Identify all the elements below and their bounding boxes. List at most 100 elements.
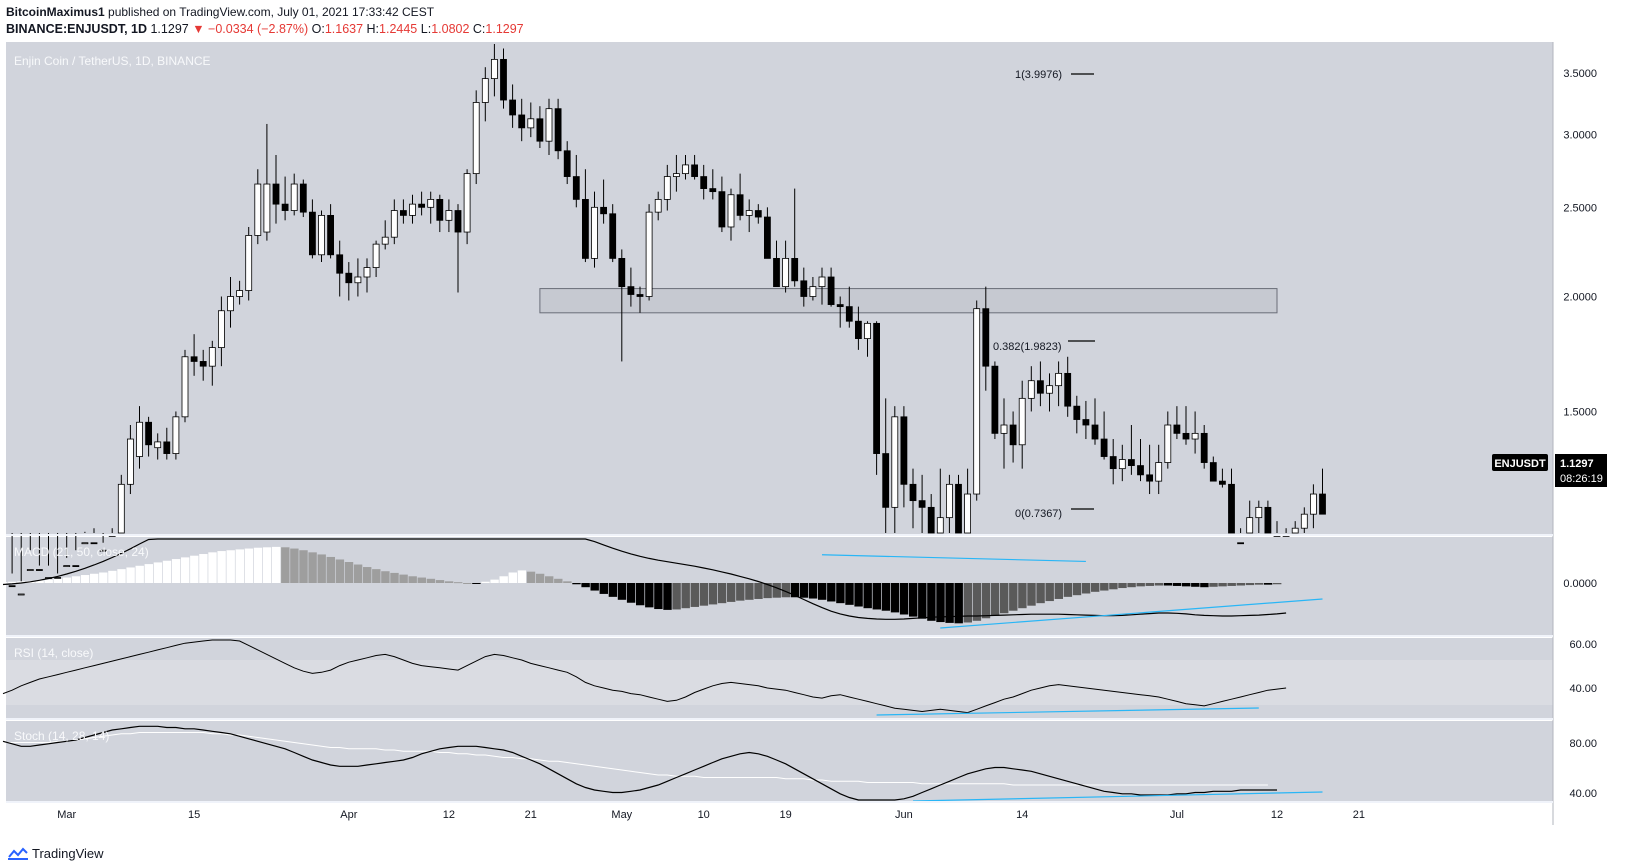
candle-down [1091,424,1099,440]
macd-histogram-bar [608,583,618,597]
x-tick-label: 19 [779,809,791,821]
candle-down [982,308,990,367]
macd-histogram-bar [572,583,581,585]
macd-histogram-bar [399,574,408,583]
macd-histogram-bar [972,583,982,621]
last-price-value: 1.1297 [1560,458,1594,470]
rsi-band [6,660,1553,705]
y-tick-label: 3.5000 [1563,68,1597,80]
macd-histogram-bar [526,571,536,583]
support-trendline [821,554,1086,563]
time-axis-background[interactable] [6,803,1553,825]
candle-up [1018,397,1026,446]
macd-histogram-bar [1045,583,1054,602]
candle-down [90,542,98,545]
macd-histogram-bar [890,583,900,613]
candle-up [81,542,89,545]
stoch-tick-label: 40.00 [1569,788,1597,800]
macd-histogram-bar [244,548,254,583]
stoch-divergence-trendline [912,791,1323,802]
candle-up [227,296,234,312]
candle-down [418,203,426,208]
candle-up [99,549,107,552]
publisher-name[interactable]: BitcoinMaximus1 [6,5,105,19]
macd-plot: 0.0000 [0,538,1597,629]
candle-up [127,438,134,485]
macd-histogram-bar [35,580,44,583]
x-tick-label: Jun [895,809,913,821]
macd-histogram-bar [181,557,190,583]
macd-histogram-bar [517,570,527,583]
rsi-tick-label: 60.00 [1569,639,1597,651]
candle-up [891,416,899,508]
y-tick-label: 2.5000 [1563,202,1597,214]
low-value: 1.0802 [431,22,470,36]
candle-down [1009,424,1017,446]
last-value: 1.1297 [150,22,189,36]
macd-histogram-bar [408,576,417,583]
macd-histogram-bar [590,583,599,591]
candle-down [299,183,307,213]
macd-histogram-bar [126,567,135,583]
candle-up [1246,517,1254,534]
candle-up [217,310,225,348]
macd-divergence-trendline [940,598,1323,629]
candle-up [172,416,180,454]
macd-histogram-bar [80,575,90,583]
macd-histogram-bar [945,583,954,623]
candle-up [409,203,416,216]
tradingview-logo-icon[interactable] [8,847,28,860]
brand-label[interactable]: TradingView [32,846,104,861]
candle-up [181,356,189,418]
macd-histogram-bar [535,573,545,583]
last-price-badge[interactable]: ENJUSDT 1.1297 08:26:19 [1492,454,1607,487]
candle-down [518,114,526,129]
candle-up [1000,424,1008,434]
candle-up [472,102,480,175]
candle-down [927,506,935,534]
candle-up [63,565,71,567]
candle-up [946,483,953,519]
macd-histogram-bar [435,580,445,583]
candle-up [354,276,362,284]
candle-up [591,206,598,259]
candle-down [736,194,744,216]
candle-up [290,183,298,211]
candles[interactable] [8,44,1326,596]
candle-down [1219,480,1226,485]
candle-down [36,569,43,571]
macd-histogram-bar [1182,583,1191,587]
macd-histogram-bar [899,583,909,615]
macd-histogram-bar [344,562,354,583]
candle-up [245,235,253,291]
open-label: O: [311,22,325,36]
macd-histogram-bar [335,559,345,583]
candle-up [964,493,971,534]
x-tick-label: 14 [1016,809,1028,821]
candle-up [936,517,944,534]
fib-bottom-label: 0(0.7367) [1015,508,1062,520]
macd-histogram-bar [1227,583,1236,586]
macd-histogram-bar [799,583,809,598]
macd-histogram-bar [1063,583,1073,597]
x-tick-label: 12 [443,809,455,821]
candle-down [54,577,61,579]
macd-histogram-bar [308,552,317,583]
macd-histogram-bar [1191,583,1200,587]
candle-down [1237,542,1244,545]
macd-histogram-bar [808,583,818,599]
macd-histogram-bar [90,573,99,583]
candle-down [145,421,153,446]
macd-histogram-bar [208,552,217,583]
candle-up [463,173,471,233]
macd-histogram-bar [563,581,572,583]
candle-up [682,164,689,175]
macd-histogram-bar [554,578,563,583]
macd-histogram-bar [909,583,918,617]
x-tick-label: Jul [1170,809,1184,821]
macd-histogram-bar [353,564,363,583]
price-pane-background[interactable] [6,42,1553,534]
macd-histogram-bar [0,582,8,584]
macd-histogram-bar [162,560,172,583]
